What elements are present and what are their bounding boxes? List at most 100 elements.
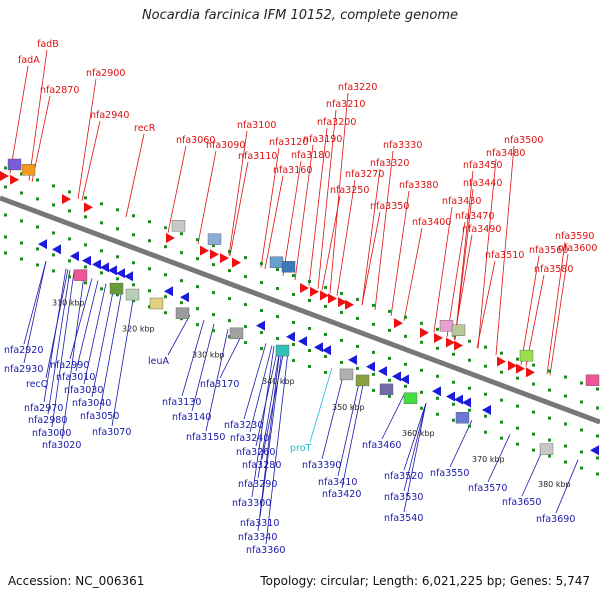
leader-line [243, 343, 267, 420]
track-dot [84, 215, 87, 219]
gene-label-nfa3600: nfa3600 [558, 243, 597, 254]
track-dot [20, 257, 23, 261]
track-dot [36, 197, 39, 201]
gene-label-nfa3400: nfa3400 [412, 217, 451, 228]
leader-line [257, 348, 281, 479]
track-dot [420, 390, 423, 394]
track-dot [500, 370, 503, 374]
track-dot [468, 424, 471, 428]
gene-label-nfa3540: nfa3540 [384, 513, 423, 524]
reverse-gene [116, 268, 125, 279]
gene-label-nfa3530: nfa3530 [384, 492, 423, 503]
leader-line [197, 150, 217, 244]
gene-block [7, 158, 22, 171]
leader-line [265, 351, 289, 545]
reverse-gene [322, 345, 331, 356]
track-dot [276, 268, 279, 272]
reverse-gene [92, 259, 101, 270]
track-dot [132, 214, 135, 218]
reverse-gene [392, 371, 401, 382]
forward-gene [0, 171, 9, 181]
track-dot [260, 281, 263, 285]
track-dot [356, 297, 359, 301]
track-dot [164, 311, 167, 315]
leader-line [51, 271, 75, 428]
leader-line [495, 145, 515, 356]
track-dot [100, 271, 103, 275]
leader-line [229, 161, 249, 256]
track-dot [388, 328, 391, 332]
track-dot [116, 227, 119, 231]
track-dot [196, 285, 199, 289]
gene-label-nfa3500: nfa3500 [504, 135, 543, 146]
gene-label-leuA: leuA [148, 356, 170, 367]
track-dot [116, 293, 119, 297]
track-dot [52, 203, 55, 207]
track-dot [436, 396, 439, 400]
leader-line [81, 120, 101, 201]
track-dot [484, 364, 487, 368]
track-dot [212, 291, 215, 295]
leader-line [77, 78, 97, 200]
track-dot [436, 327, 439, 331]
track-dot [580, 466, 583, 470]
leader-line [249, 345, 273, 433]
track-dot [132, 299, 135, 303]
gene-block [269, 256, 284, 268]
track-dot [516, 426, 519, 430]
leader-line [381, 394, 405, 440]
track-dot [36, 178, 39, 182]
gene-block [455, 412, 470, 424]
gene-features [0, 158, 600, 456]
track-dot [452, 380, 455, 384]
reverse-gene [348, 354, 357, 365]
gene-label-nfa3170: nfa3170 [200, 379, 239, 390]
track-dot [308, 279, 311, 283]
track-dot [4, 235, 7, 239]
gene-label-nfa3250: nfa3250 [330, 185, 369, 196]
track-dot [404, 384, 407, 388]
track-dot [516, 376, 519, 380]
leader-line [403, 227, 423, 321]
leader-line [23, 261, 47, 364]
track-dot [324, 285, 327, 289]
track-dot [84, 243, 87, 247]
track-dot [116, 255, 119, 259]
gene-block [403, 392, 418, 405]
track-dot [52, 184, 55, 188]
track-dot [356, 316, 359, 320]
leader-line [181, 320, 205, 397]
forward-gene [446, 337, 455, 348]
track-dot [212, 244, 215, 248]
leader-line [308, 127, 328, 286]
forward-gene [10, 174, 19, 185]
gene-label-fadA: fadA [18, 55, 40, 66]
leader-line [69, 278, 93, 360]
genome-backbone [0, 195, 600, 425]
track-dot [292, 274, 295, 278]
track-dot [68, 259, 71, 263]
track-dot [292, 321, 295, 325]
track-dot [228, 335, 231, 339]
track-dot [20, 241, 23, 245]
reverse-gene [70, 251, 79, 262]
forward-gene [200, 245, 209, 256]
leader-line [309, 367, 333, 443]
forward-gene [434, 333, 443, 344]
track-dot [308, 298, 311, 302]
reverse-gene [108, 265, 117, 276]
track-dot [388, 394, 391, 398]
leader-line [361, 211, 381, 306]
track-dot [164, 273, 167, 277]
forward-gene [394, 318, 403, 329]
track-dot [340, 338, 343, 342]
track-dot [148, 239, 151, 243]
gene-label-nfa2930: nfa2930 [4, 364, 43, 375]
track-dot [324, 370, 327, 374]
gene-label-nfa3200: nfa3200 [317, 117, 356, 128]
scale-tick-label: 330 kbp [192, 351, 225, 360]
track-dot [244, 303, 247, 307]
leader-line [487, 434, 511, 483]
track-dot [244, 275, 247, 279]
leader-line [321, 372, 345, 460]
